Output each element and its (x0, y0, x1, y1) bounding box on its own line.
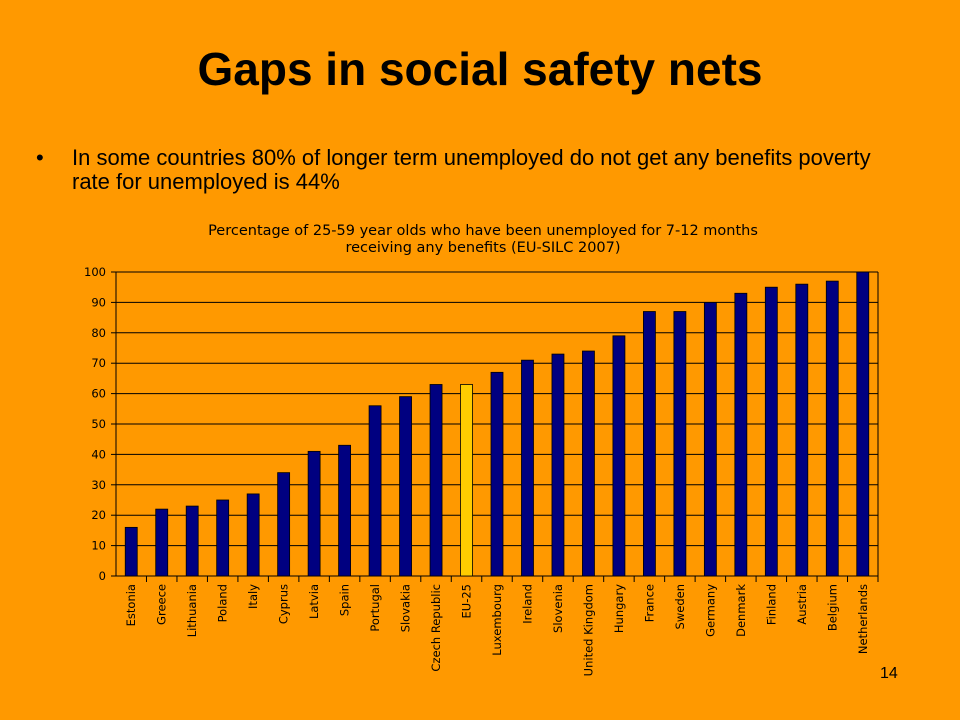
page-number: 14 (880, 665, 898, 682)
x-tick-label-hungary: Hungary (612, 584, 626, 633)
bar-italy (246, 493, 260, 577)
bar-belgium (825, 280, 839, 577)
x-tick-label-austria: Austria (795, 584, 809, 625)
bar-slovenia (551, 353, 565, 577)
y-tick-label-60: 60 (91, 387, 106, 401)
x-tick-label-slovenia: Slovenia (551, 584, 565, 633)
x-tick-label-eu-25: EU-25 (460, 584, 474, 618)
bar-hungary (612, 335, 626, 577)
bar-netherlands (856, 271, 870, 577)
bullet-point: • In some countries 80% of longer term u… (36, 146, 896, 194)
y-tick-label-90: 90 (91, 295, 106, 309)
x-tick-label-denmark: Denmark (734, 584, 748, 637)
bar-greece (155, 508, 169, 577)
x-tick-label-estonia: Estonia (124, 584, 138, 626)
slide-title: Gaps in social safety nets (197, 43, 763, 95)
y-tick-label-0: 0 (99, 569, 106, 583)
x-tick-label-sweden: Sweden (673, 584, 687, 629)
bullet-text: In some countries 80% of longer term une… (72, 145, 871, 194)
y-tick-label-20: 20 (91, 508, 106, 522)
bar-germany (703, 301, 717, 577)
x-tick-label-ireland: Ireland (520, 584, 534, 624)
y-tick-label-10: 10 (91, 539, 106, 553)
bar-ireland (521, 359, 534, 577)
y-tick-label-70: 70 (91, 356, 106, 370)
x-tick-label-czech-republic: Czech Republic (429, 584, 443, 672)
x-tick-label-poland: Poland (216, 584, 230, 622)
bar-united-kingdom (582, 350, 595, 577)
bullet-marker: • (36, 145, 44, 170)
bar-czech-republic (429, 384, 443, 577)
bar-finland (764, 286, 778, 577)
bar-estonia (124, 526, 138, 577)
bar-portugal (368, 405, 382, 577)
chart-title-line-2: receiving any benefits (EU-SILC 2007) (345, 240, 620, 256)
x-tick-label-united-kingdom: United Kingdom (581, 584, 595, 676)
x-tick-label-lithuania: Lithuania (185, 584, 199, 637)
chart-title-line-1: Percentage of 25-59 year olds who have b… (208, 223, 758, 239)
x-tick-label-italy: Italy (246, 584, 260, 609)
y-tick-label-100: 100 (84, 265, 106, 279)
bar-denmark (734, 292, 748, 577)
y-tick-label-50: 50 (91, 417, 106, 431)
bar-poland (216, 499, 230, 577)
x-tick-label-portugal: Portugal (368, 584, 382, 632)
x-tick-label-spain: Spain (338, 584, 352, 616)
y-tick-label-80: 80 (91, 326, 106, 340)
bar-spain (338, 444, 352, 577)
x-tick-label-greece: Greece (155, 584, 169, 625)
x-tick-label-germany: Germany (703, 584, 717, 637)
bar-eu-25 (460, 384, 473, 577)
x-tick-label-netherlands: Netherlands (856, 584, 870, 654)
chart-plot-area: 0 10 20 30 40 50 60 70 80 90 100 Estonia Greece Lithu… (84, 265, 879, 676)
bar-austria (795, 283, 809, 577)
x-tick-label-latvia: Latvia (307, 584, 321, 619)
x-tick-label-belgium: Belgium (825, 584, 839, 631)
x-tick-label-france: France (642, 584, 656, 622)
y-tick-label-40: 40 (91, 447, 106, 461)
bar-lithuania (185, 505, 199, 577)
x-tick-label-cyprus: Cyprus (277, 584, 291, 624)
x-tick-label-luxembourg: Luxembourg (490, 584, 504, 656)
bar-luxembourg (490, 371, 504, 577)
bar-cyprus (277, 472, 291, 577)
x-tick-label-slovakia: Slovakia (399, 584, 413, 632)
bar-latvia (307, 450, 321, 577)
bar-france (643, 311, 656, 577)
y-tick-label-30: 30 (91, 478, 106, 492)
bar-sweden (673, 311, 687, 577)
bar-slovakia (399, 396, 412, 577)
x-tick-label-finland: Finland (764, 584, 778, 625)
